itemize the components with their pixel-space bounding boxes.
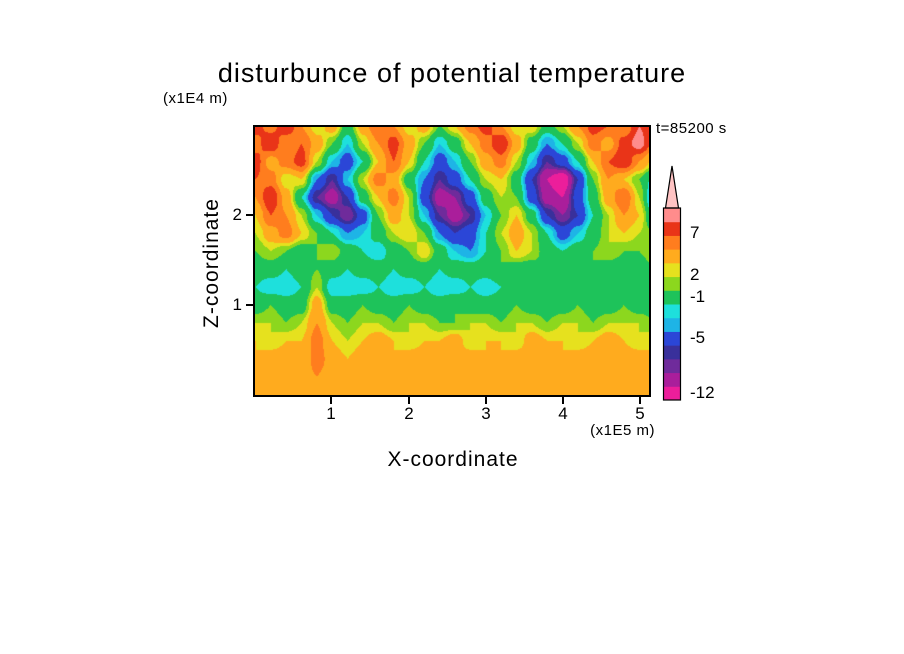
- x-axis-tick-2: [408, 397, 410, 404]
- x-axis-tick-label-5: 5: [635, 404, 645, 423]
- colorbar: [662, 165, 682, 401]
- z-axis-tick-label-1: 1: [232, 295, 242, 314]
- x-axis-tick-5: [639, 397, 641, 404]
- colorbar-tick-label-minus-5: -5: [690, 328, 706, 347]
- colorbar-tick-label-minus-1: -1: [690, 287, 706, 306]
- x-axis-tick-label-4: 4: [558, 404, 568, 423]
- plot-frame: [253, 125, 651, 397]
- colorbar-tick-label-2: 2: [690, 265, 700, 284]
- time-annotation: t=85200 s: [656, 120, 727, 137]
- x-axis-tick-1: [330, 397, 332, 404]
- y-axis-label: Z-coordinate: [200, 198, 223, 328]
- z-axis-tick-2: [246, 214, 253, 216]
- x-axis-tick-label-2: 2: [404, 404, 414, 423]
- z-axis-tick-1: [246, 304, 253, 306]
- x-axis-tick-label-1: 1: [326, 404, 336, 423]
- contour-field-canvas: [255, 127, 649, 395]
- x-axis-tick-4: [562, 397, 564, 404]
- x-axis-label: X-coordinate: [387, 448, 519, 471]
- z-axis-tick-label-2: 2: [232, 205, 242, 224]
- figure-title: disturbunce of potential temperature: [217, 58, 687, 88]
- colorbar-tick-label-7: 7: [690, 223, 700, 242]
- x-axis-unit-label: (x1E5 m): [590, 422, 655, 439]
- x-axis-tick-3: [485, 397, 487, 404]
- x-axis-tick-label-3: 3: [481, 404, 491, 423]
- colorbar-tick-label-minus-12: -12: [690, 383, 715, 402]
- y-axis-unit-label: (x1E4 m): [163, 90, 228, 107]
